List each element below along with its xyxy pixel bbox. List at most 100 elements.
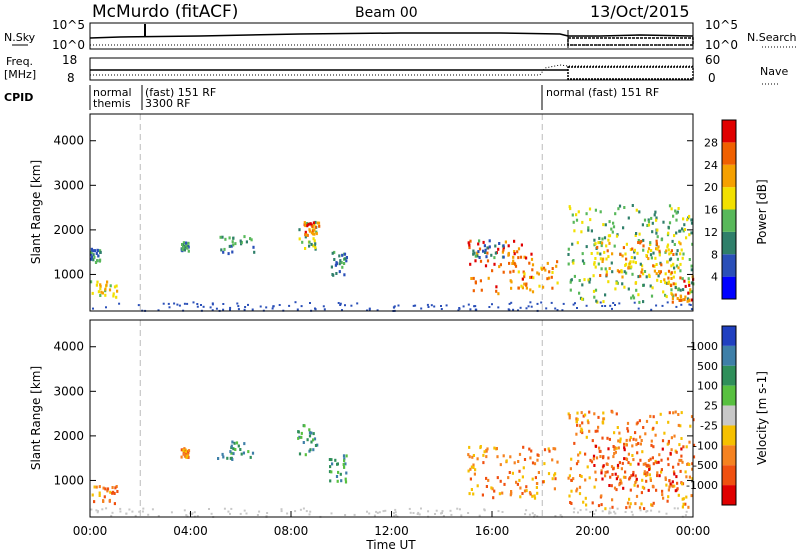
echo-cell [679, 269, 682, 273]
ground-scatter-cell [637, 307, 640, 310]
echo-cell [668, 485, 671, 489]
echo-cell [243, 235, 246, 239]
echo-cell [330, 458, 333, 462]
echo-cell [499, 263, 502, 267]
echo-cell [567, 247, 570, 251]
echo-cell [676, 249, 679, 253]
ground-scatter-cell [211, 309, 214, 312]
ground-scatter-cell [330, 512, 333, 515]
echo-cell [667, 420, 670, 424]
echo-cell [658, 453, 661, 457]
echo-cell [681, 482, 684, 486]
echo-cell [642, 426, 645, 429]
noise-left-bottom-tick: 10^0 [52, 38, 85, 52]
echo-cell [300, 435, 303, 439]
ground-scatter-cell [675, 305, 678, 308]
ground-scatter-cell [685, 510, 688, 513]
echo-cell [554, 447, 557, 451]
echo-cell [495, 447, 498, 450]
echo-cell [630, 256, 633, 259]
ground-scatter-cell [440, 308, 443, 310]
echo-cell [596, 251, 599, 255]
ground-scatter-cell [441, 512, 443, 514]
echo-cell [638, 300, 641, 304]
echo-cell [649, 477, 652, 481]
echo-cell [298, 435, 301, 439]
echo-cell [654, 256, 657, 260]
echo-cell [645, 254, 648, 257]
ground-scatter-cell [394, 511, 397, 514]
ground-scatter-cell [690, 308, 693, 311]
echo-cell [671, 300, 674, 304]
echo-cell [681, 505, 684, 509]
echo-cell [472, 276, 475, 280]
echo-cell [622, 226, 625, 230]
ground-scatter-cell [529, 301, 532, 304]
echo-cell [626, 429, 630, 433]
echo-cell [483, 244, 486, 248]
echo-cell [636, 484, 639, 488]
echo-cell [647, 220, 651, 224]
echo-cell [647, 459, 651, 462]
echo-cell [598, 236, 601, 240]
echo-cell [576, 423, 579, 427]
colorbar-tick-label: 28 [704, 136, 718, 149]
echo-cell [474, 259, 477, 263]
echo-cell [637, 241, 640, 244]
ground-scatter-cell [202, 305, 205, 308]
echo-cell [233, 441, 236, 445]
ground-scatter-cell [613, 510, 616, 513]
echo-cell [610, 465, 614, 469]
echo-cell [642, 248, 645, 252]
echo-cell [670, 436, 673, 440]
echo-cell [472, 249, 475, 253]
echo-cell [92, 253, 95, 257]
echo-cell [594, 265, 597, 269]
echo-cell [603, 250, 606, 254]
echo-cell [187, 245, 190, 249]
ground-scatter-cell [488, 306, 491, 308]
echo-cell [612, 225, 616, 229]
echo-cell [667, 495, 670, 499]
echo-cell [665, 483, 668, 487]
echo-cell [660, 470, 663, 474]
echo-cell [523, 255, 526, 259]
echo-cell [114, 486, 117, 490]
ground-scatter-cell [510, 301, 513, 304]
echo-cell [658, 474, 661, 478]
echo-cell [91, 493, 94, 497]
ground-scatter-cell [604, 305, 607, 307]
echo-cell [185, 241, 188, 245]
echo-cell [599, 257, 602, 261]
echo-cell [551, 458, 554, 462]
echo-cell [108, 288, 112, 292]
echo-cell [681, 460, 684, 464]
echo-cell [617, 439, 620, 443]
ground-scatter-cell [585, 304, 588, 307]
ground-scatter-cell [95, 509, 98, 512]
echo-cell [313, 232, 316, 236]
echo-cell [298, 228, 301, 232]
echo-cell [301, 240, 304, 244]
echo-cell [659, 270, 662, 274]
echo-cell [231, 440, 234, 444]
echo-cell [665, 295, 668, 299]
echo-cell [91, 291, 94, 295]
nsky-trace [89, 32, 694, 39]
ground-scatter-cell [631, 513, 634, 516]
echo-cell [221, 235, 224, 239]
ground-scatter-cell [416, 513, 419, 515]
echo-cell [587, 278, 590, 282]
ground-scatter-cell [450, 513, 453, 516]
echo-cell [610, 484, 613, 488]
echo-cell [587, 226, 590, 230]
colorbar-tick-label: 1000 [690, 340, 718, 353]
date-title: 13/Oct/2015 [590, 2, 690, 21]
colorbar-frame [721, 325, 737, 506]
echo-cell [661, 439, 665, 443]
echo-cell [676, 487, 679, 491]
echo-cell [578, 279, 581, 282]
colorbar-segment [722, 120, 736, 143]
echo-cell [667, 269, 671, 273]
ground-scatter-cell [356, 302, 359, 305]
